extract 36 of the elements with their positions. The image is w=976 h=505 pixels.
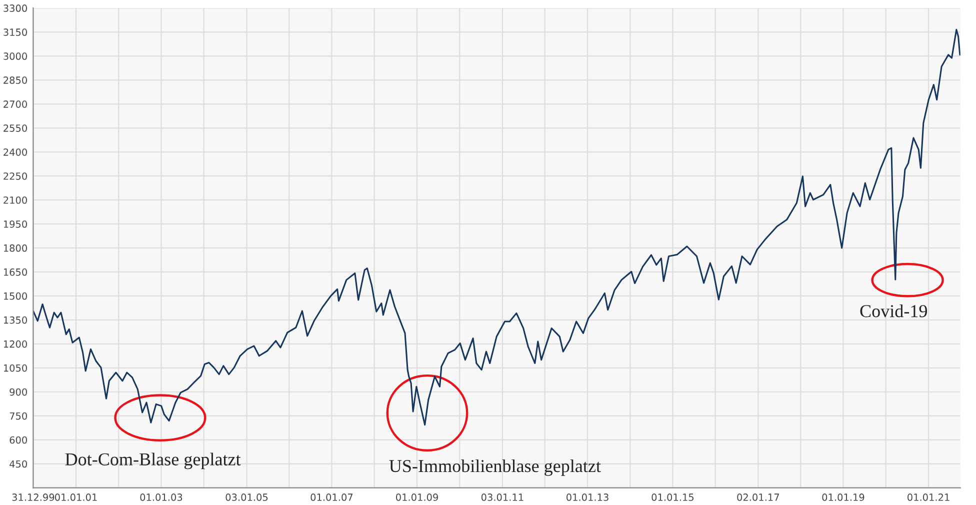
y-tick-label: 1350 [4,316,27,324]
annotation: Dot-Com-Blase geplatzt [65,452,241,470]
y-tick-label: 450 [10,460,27,468]
y-tick-label: 1950 [4,220,27,228]
x-tick-label: 01.01.21 [908,494,950,501]
y-tick-label: 2850 [4,76,27,84]
x-tick-label: 03.01.11 [481,494,524,501]
y-tick-label: 3000 [4,52,27,60]
y-tick-label: 1500 [4,292,27,300]
y-tick-label: 1800 [4,244,27,252]
x-tick-label: 01.01.15 [652,494,694,501]
x-tick-label: 02.01.17 [737,494,779,501]
y-tick-label: 2400 [4,148,27,156]
y-tick-label: 2100 [4,196,27,204]
x-tick-label: 31.12.99 [12,494,54,501]
annotation: US-Immobilienblase geplatzt [389,459,601,476]
x-tick-label: 01.01.13 [566,494,608,501]
line-series [33,28,960,426]
y-tick-label: 1050 [4,364,27,372]
x-tick-label: 01.01.09 [396,494,438,501]
x-tick-label: 01.01.01 [55,494,97,501]
y-tick-label: 2700 [4,100,27,108]
y-tick-label: 1650 [4,268,27,276]
y-tick-label: 600 [10,436,27,444]
y-tick-label: 750 [10,412,27,420]
y-tick-label: 2550 [4,124,27,132]
y-tick-label: 2250 [4,172,27,180]
x-tick-label: 01.01.07 [310,494,353,501]
y-tick-label: 900 [10,388,27,396]
x-tick-label: 01.01.03 [140,494,182,501]
y-tick-label: 3150 [4,28,27,36]
y-tick-label: 3300 [4,4,27,12]
x-tick-label: 01.01.19 [822,494,864,501]
annotation: Covid-19 [860,304,927,318]
y-tick-label: 1200 [4,340,27,348]
x-tick-label: 03.01.05 [226,494,268,501]
